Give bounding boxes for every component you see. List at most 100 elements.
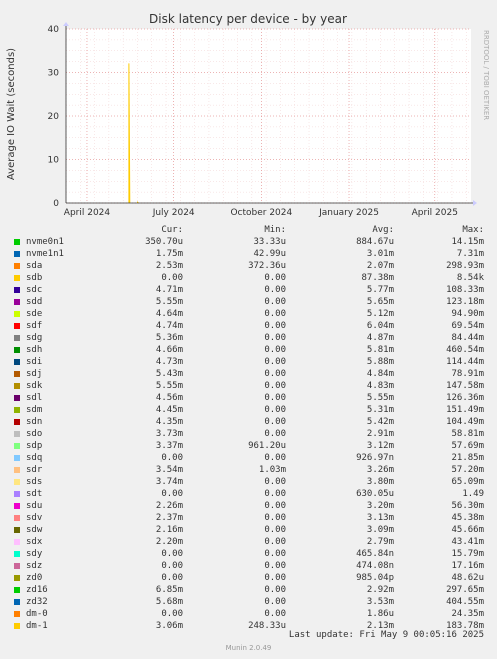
legend-avg-value: 3.80m (366, 477, 394, 487)
legend-min-value: 0.00 (264, 597, 286, 607)
last-update: Last update: Fri May 9 00:05:16 2025 (288, 630, 484, 640)
legend-max-value: 123.18m (446, 297, 484, 307)
legend-avg-value: 3.12m (366, 441, 394, 451)
legend-min-value: 0.00 (264, 321, 286, 331)
legend-avg-value: 2.91m (366, 429, 394, 439)
y-tick-label: 0 (53, 199, 59, 209)
legend-avg-value: 926.97n (356, 453, 394, 463)
legend-max-value: 65.09m (451, 477, 484, 487)
legend-swatch (14, 419, 20, 425)
legend-device-name: nvme1n1 (26, 249, 64, 259)
legend-max-value: 7.31m (456, 249, 484, 259)
legend-device-name: zd32 (26, 597, 48, 607)
legend-avg-value: 5.88m (366, 357, 394, 367)
legend-max-value: 57.69m (451, 441, 484, 451)
legend-swatch (14, 359, 20, 365)
legend-row-sdj: sdj 5.43m 0.00 4.84m 78.91m (10, 368, 490, 380)
legend-row-sdy: sdy 0.00 0.00 465.84n 15.79m (10, 548, 490, 560)
legend-min-value: 33.33u (253, 237, 286, 247)
header-min: Min: (264, 225, 286, 235)
legend-device-name: sdx (26, 537, 43, 547)
header-max: Max: (462, 225, 484, 235)
legend-cur-value: 4.64m (155, 309, 183, 319)
legend-avg-value: 474.08n (356, 561, 394, 571)
legend-cur-value: 0.00 (161, 489, 183, 499)
x-tick-label: July 2024 (152, 208, 195, 218)
grid (65, 28, 471, 204)
legend-avg-value: 5.65m (366, 297, 394, 307)
legend-max-value: 24.35m (451, 609, 484, 619)
legend-cur-value: 2.37m (155, 513, 183, 523)
legend-swatch (14, 383, 20, 389)
legend-avg-value: 3.01m (366, 249, 394, 259)
legend-max-value: 1.49 (462, 489, 484, 499)
legend-avg-value: 2.79m (366, 537, 394, 547)
legend-row-sdn: sdn 4.35m 0.00 5.42m 104.49m (10, 416, 490, 428)
legend-swatch (14, 467, 20, 473)
legend-swatch (14, 323, 20, 329)
legend-cur-value: 2.26m (155, 501, 183, 511)
legend-min-value: 0.00 (264, 573, 286, 583)
y-tick-label: 10 (48, 156, 60, 166)
legend-min-value: 0.00 (264, 501, 286, 511)
legend-device-name: sdn (26, 417, 43, 427)
legend-device-name: sda (26, 261, 43, 271)
legend-swatch (14, 335, 20, 341)
legend-min-value: 0.00 (264, 537, 286, 547)
x-tick-label: January 2025 (318, 208, 379, 218)
legend-avg-value: 2.13m (366, 621, 394, 631)
header-avg: Avg: (372, 225, 394, 235)
legend-device-name: sdg (26, 333, 43, 343)
legend-max-value: 58.81m (451, 429, 484, 439)
legend-swatch (14, 539, 20, 545)
legend-row-sda: sda 2.53m 372.36u 2.07m 298.93m (10, 260, 490, 272)
legend-cur-value: 3.06m (155, 621, 183, 631)
legend-cur-value: 4.45m (155, 405, 183, 415)
legend-min-value: 0.00 (264, 513, 286, 523)
legend-device-name: nvme0n1 (26, 237, 64, 247)
legend-swatch (14, 455, 20, 461)
legend-swatch (14, 443, 20, 449)
legend-avg-value: 2.92m (366, 585, 394, 595)
legend-avg-value: 2.07m (366, 261, 394, 271)
legend-min-value: 0.00 (264, 549, 286, 559)
legend-swatch (14, 239, 20, 245)
legend-min-value: 1.03m (258, 465, 286, 475)
legend-row-dm-0: dm-0 0.00 0.00 1.86u 24.35m (10, 608, 490, 620)
legend-row-sdh: sdh 4.66m 0.00 5.81m 460.54m (10, 344, 490, 356)
legend-device-name: dm-1 (26, 621, 48, 631)
legend-swatch (14, 347, 20, 353)
x-tick-label: October 2024 (230, 208, 292, 218)
legend-device-name: sdo (26, 429, 43, 439)
legend-swatch (14, 263, 20, 269)
legend-device-name: zd16 (26, 585, 48, 595)
legend-row-sdb: sdb 0.00 0.00 87.38m 8.54k (10, 272, 490, 284)
legend-row-dm-1: dm-1 3.06m 248.33u 2.13m 183.78m (10, 620, 490, 632)
legend-cur-value: 2.20m (155, 537, 183, 547)
legend-max-value: 151.49m (446, 405, 484, 415)
legend-device-name: sdu (26, 501, 43, 511)
legend-device-name: sdp (26, 441, 43, 451)
legend-device-name: sdz (26, 561, 43, 571)
legend-device-name: sdi (26, 357, 43, 367)
legend-avg-value: 4.87m (366, 333, 394, 343)
legend-cur-value: 3.73m (155, 429, 183, 439)
legend-min-value: 0.00 (264, 333, 286, 343)
legend-min-value: 0.00 (264, 525, 286, 535)
legend-swatch (14, 599, 20, 605)
legend-min-value: 0.00 (264, 585, 286, 595)
legend-min-value: 0.00 (264, 297, 286, 307)
legend-swatch (14, 311, 20, 317)
legend-cur-value: 3.74m (155, 477, 183, 487)
legend-min-value: 0.00 (264, 489, 286, 499)
legend-avg-value: 3.09m (366, 525, 394, 535)
legend-cur-value: 5.43m (155, 369, 183, 379)
legend-max-value: 183.78m (446, 621, 484, 631)
legend-row-sdd: sdd 5.55m 0.00 5.65m 123.18m (10, 296, 490, 308)
legend-min-value: 0.00 (264, 453, 286, 463)
chart-title: Disk latency per device - by year (149, 12, 347, 26)
legend-max-value: 104.49m (446, 417, 484, 427)
legend-min-value: 0.00 (264, 285, 286, 295)
legend-max-value: 57.20m (451, 465, 484, 475)
x-tick-label: April 2025 (412, 208, 458, 218)
